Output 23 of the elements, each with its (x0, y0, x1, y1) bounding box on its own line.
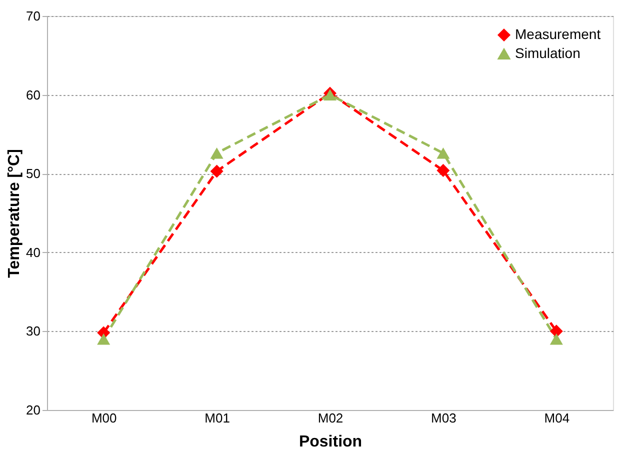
y-tick-label: 70 (26, 8, 40, 24)
point (436, 147, 450, 159)
y-tick-label: 30 (26, 324, 40, 339)
y-tick-label: 50 (26, 166, 40, 182)
point (436, 164, 450, 177)
point (97, 333, 110, 345)
x-tick-label: M03 (431, 410, 456, 426)
point (550, 324, 563, 338)
point (550, 333, 563, 345)
x-tick-label: M04 (544, 410, 570, 426)
x-tick-label: M02 (318, 410, 344, 426)
point (210, 147, 224, 159)
x-tick-label: M01 (204, 410, 230, 426)
point (323, 89, 337, 100)
y-tick-label: 20 (26, 402, 40, 418)
y-axis-title: Temperature [°C] (6, 149, 24, 278)
legend-label: Simulation (515, 45, 580, 61)
point (210, 164, 224, 178)
y-tick-label: 40 (26, 244, 40, 260)
x-axis-title: Position (298, 434, 362, 450)
legend-label: Measurement (515, 26, 601, 42)
x-tick-label: M00 (91, 410, 117, 426)
y-tick-label: 60 (26, 87, 40, 102)
